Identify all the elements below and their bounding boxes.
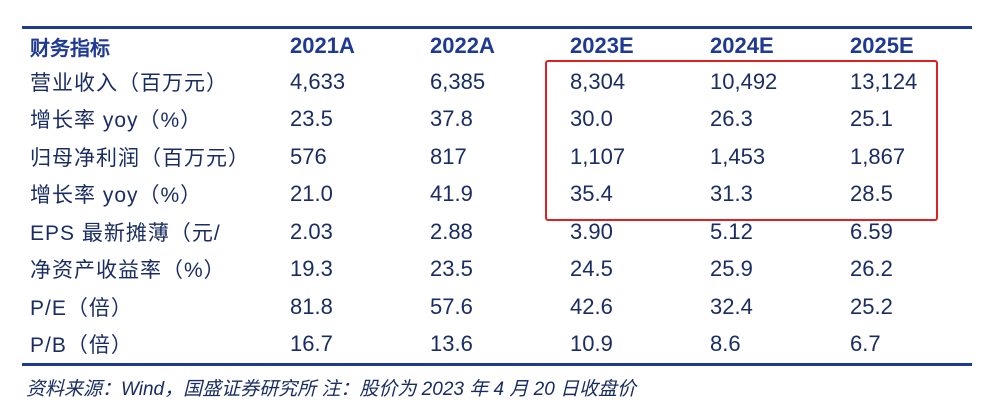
financial-indicators-table: 财务指标 2021A 2022A 2023E 2024E 2025E 营业收入（… — [22, 29, 972, 363]
source-note: 资料来源：Wind，国盛证券研究所 注：股价为 2023 年 4 月 20 日收… — [26, 379, 637, 400]
cell-value: 26.3 — [710, 106, 753, 132]
cell-value: 1,453 — [710, 143, 766, 169]
bottom-rule — [22, 363, 972, 366]
cell-value: 30.0 — [570, 106, 613, 132]
cell-value: 576 — [290, 143, 327, 169]
row-label: EPS 最新摊薄（元/ — [30, 221, 221, 245]
cell-value: 23.5 — [290, 106, 333, 132]
cell-value: 8,304 — [570, 68, 626, 94]
cell-value: 23.5 — [430, 256, 473, 282]
table-header-row: 财务指标 2021A 2022A 2023E 2024E 2025E — [22, 29, 972, 63]
cell-value: 57.6 — [430, 293, 473, 319]
cell-value: 3.90 — [570, 218, 613, 244]
row-label: 归母净利润（百万元） — [30, 146, 250, 170]
cell-value: 1,867 — [850, 143, 906, 169]
cell-value: 10,492 — [710, 68, 778, 94]
cell-value: 6,385 — [430, 68, 486, 94]
cell-value: 24.5 — [570, 256, 613, 282]
cell-value: 28.5 — [850, 181, 893, 207]
header-year: 2022A — [430, 33, 495, 58]
cell-value: 25.2 — [850, 293, 893, 319]
cell-value: 5.12 — [710, 218, 753, 244]
cell-value: 16.7 — [290, 331, 333, 357]
header-year: 2021A — [290, 33, 355, 58]
top-rule — [22, 26, 972, 29]
cell-value: 31.3 — [710, 181, 753, 207]
table-row: EPS 最新摊薄（元/ 2.03 2.88 3.90 5.12 6.59 — [22, 213, 972, 251]
cell-value: 25.9 — [710, 256, 753, 282]
header-year: 2024E — [710, 33, 774, 58]
row-label: P/E（倍） — [30, 296, 133, 320]
cell-value: 13,124 — [850, 68, 918, 94]
cell-value: 25.1 — [850, 106, 893, 132]
row-label: 营业收入（百万元） — [30, 71, 228, 95]
table-row: 增长率 yoy（%） 21.0 41.9 35.4 31.3 28.5 — [22, 176, 972, 214]
cell-value: 13.6 — [430, 331, 473, 357]
cell-value: 19.3 — [290, 256, 333, 282]
table-row: P/E（倍） 81.8 57.6 42.6 32.4 25.2 — [22, 288, 972, 326]
cell-value: 817 — [430, 143, 467, 169]
cell-value: 26.2 — [850, 256, 893, 282]
cell-value: 8.6 — [710, 331, 741, 357]
table-row: 归母净利润（百万元） 576 817 1,107 1,453 1,867 — [22, 138, 972, 176]
cell-value: 81.8 — [290, 293, 333, 319]
cell-value: 2.88 — [430, 218, 473, 244]
cell-value: 4,633 — [290, 68, 346, 94]
row-label: 增长率 yoy（%） — [30, 109, 203, 133]
cell-value: 6.7 — [850, 331, 881, 357]
cell-value: 2.03 — [290, 218, 333, 244]
cell-value: 35.4 — [570, 181, 613, 207]
row-label: P/B（倍） — [30, 334, 133, 358]
header-year: 2025E — [850, 33, 914, 58]
cell-value: 10.9 — [570, 331, 613, 357]
table-row: 净资产收益率（%） 19.3 23.5 24.5 25.9 26.2 — [22, 251, 972, 289]
cell-value: 41.9 — [430, 181, 473, 207]
row-label: 增长率 yoy（%） — [30, 184, 203, 208]
row-label: 净资产收益率（%） — [30, 259, 226, 283]
header-year: 2023E — [570, 33, 634, 58]
cell-value: 6.59 — [850, 218, 893, 244]
cell-value: 1,107 — [570, 143, 626, 169]
header-label: 财务指标 — [30, 37, 110, 60]
cell-value: 32.4 — [710, 293, 753, 319]
cell-value: 42.6 — [570, 293, 613, 319]
cell-value: 37.8 — [430, 106, 473, 132]
table-row: 增长率 yoy（%） 23.5 37.8 30.0 26.3 25.1 — [22, 101, 972, 139]
table-row: P/B（倍） 16.7 13.6 10.9 8.6 6.7 — [22, 326, 972, 364]
table-row: 营业收入（百万元） 4,633 6,385 8,304 10,492 13,12… — [22, 63, 972, 101]
cell-value: 21.0 — [290, 181, 333, 207]
financial-table-container: 财务指标 2021A 2022A 2023E 2024E 2025E 营业收入（… — [22, 26, 972, 366]
